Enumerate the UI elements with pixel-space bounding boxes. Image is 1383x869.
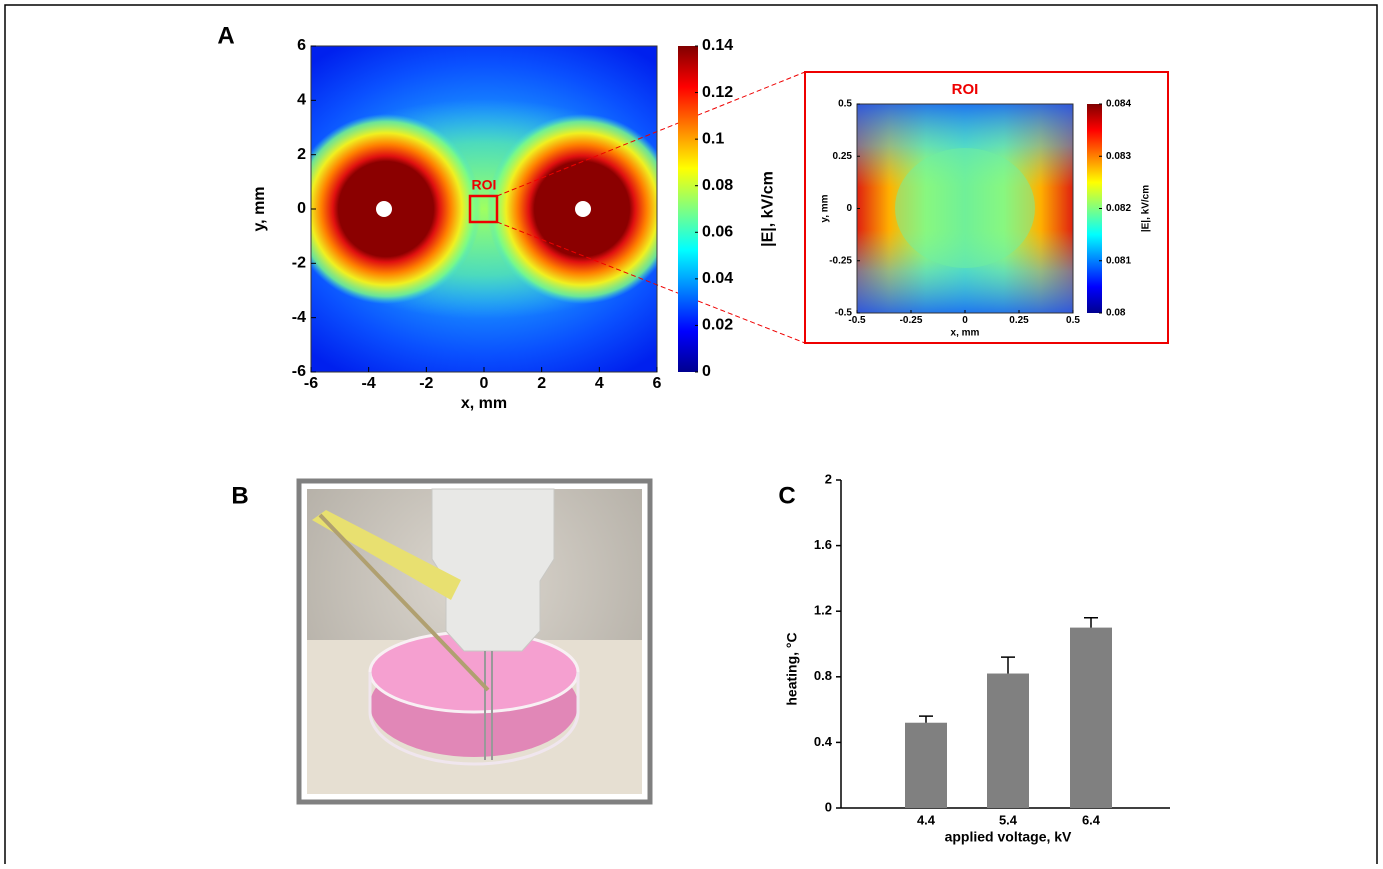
colorbar-tick-label: 0.12 (702, 84, 733, 101)
y-tick-label: 6 (297, 37, 306, 54)
x-tick-label: -4 (362, 375, 376, 392)
colorbar-tick-label: 0.06 (702, 224, 733, 241)
panel-label: A (217, 22, 234, 49)
y-tick-label: 2 (825, 471, 832, 486)
photo (299, 481, 650, 802)
roi-field-map (857, 104, 1073, 313)
bar (987, 674, 1029, 808)
bar (1070, 628, 1112, 808)
x-axis-label: x, mm (461, 395, 507, 412)
x-tick-label: 4 (595, 375, 604, 392)
y-axis-label: heating, °C (784, 632, 800, 705)
y-tick-label: 0.25 (833, 151, 853, 162)
y-tick-label: 0 (297, 200, 306, 217)
y-tick-label: 1.2 (814, 603, 832, 618)
colorbar-tick-label: 0.14 (702, 37, 733, 54)
y-tick-label: 1.6 (814, 537, 832, 552)
colorbar-tick-label: 0.04 (702, 270, 733, 287)
y-tick-label: 0 (846, 203, 852, 214)
x-axis-label: applied voltage, kV (945, 829, 1072, 845)
y-tick-label: 4 (297, 92, 306, 109)
y-tick-label: 0.4 (814, 734, 833, 749)
error-bar (919, 716, 933, 723)
x-axis-label: x, mm (951, 328, 980, 339)
figure: -6 -4 -2 0 2 4 6 -6 -4 -2 0 2 4 6 x, mm y, mm 0 0.02 0.04 0… (0, 0, 1383, 864)
x-tick-label: 6 (653, 375, 662, 392)
colorbar-tick-label: 0.02 (702, 317, 733, 334)
y-tick-label: 0.8 (814, 668, 832, 683)
field-map (274, 46, 694, 372)
colorbar-tick-label: 0.083 (1106, 151, 1131, 162)
colorbar-tick-label: 0.084 (1106, 99, 1131, 110)
bar (905, 723, 947, 808)
x-tick-label: 5.4 (999, 812, 1018, 827)
panel-label: C (778, 482, 795, 509)
y-tick-label: -4 (292, 309, 306, 326)
colorbar-tick-label: 0 (702, 363, 711, 380)
x-tick-label: 0.25 (1009, 315, 1029, 326)
y-tick-label: 2 (297, 146, 306, 163)
colorbar-label: |E|, kV/cm (760, 171, 777, 247)
y-axis-label: y, mm (251, 186, 268, 231)
y-tick-label: 0.5 (838, 99, 852, 110)
colorbar-tick-label: 0.081 (1106, 255, 1131, 266)
colorbar-tick-label: 0.08 (1106, 308, 1126, 319)
x-tick-label: -6 (304, 375, 318, 392)
roi-annotation: ROI (472, 177, 497, 193)
error-bar (1084, 618, 1098, 628)
x-tick-label: -0.25 (900, 315, 923, 326)
inset-title: ROI (952, 81, 979, 98)
error-bar (1001, 657, 1015, 673)
y-tick-label: -2 (292, 255, 306, 272)
colorbar-label: |E|, kV/cm (1141, 185, 1152, 232)
y-tick-label: -0.25 (829, 255, 852, 266)
x-tick-label: 6.4 (1082, 812, 1101, 827)
x-tick-label: 0 (962, 315, 968, 326)
y-tick-label: -0.5 (835, 308, 853, 319)
colorbar-tick-label: 0.08 (702, 177, 733, 194)
colorbar-tick-label: 0.1 (702, 130, 724, 147)
y-tick-label: 0 (825, 799, 832, 814)
colorbar (678, 46, 698, 372)
x-tick-label: 0.5 (1066, 315, 1080, 326)
y-tick-label: -6 (292, 363, 306, 380)
x-tick-label: 0 (480, 375, 489, 392)
panel-label: B (231, 482, 248, 509)
y-axis-label: y, mm (820, 194, 831, 222)
x-tick-label: -2 (419, 375, 433, 392)
x-tick-label: 4.4 (917, 812, 936, 827)
x-tick-label: 2 (537, 375, 546, 392)
colorbar-tick-label: 0.082 (1106, 203, 1131, 214)
